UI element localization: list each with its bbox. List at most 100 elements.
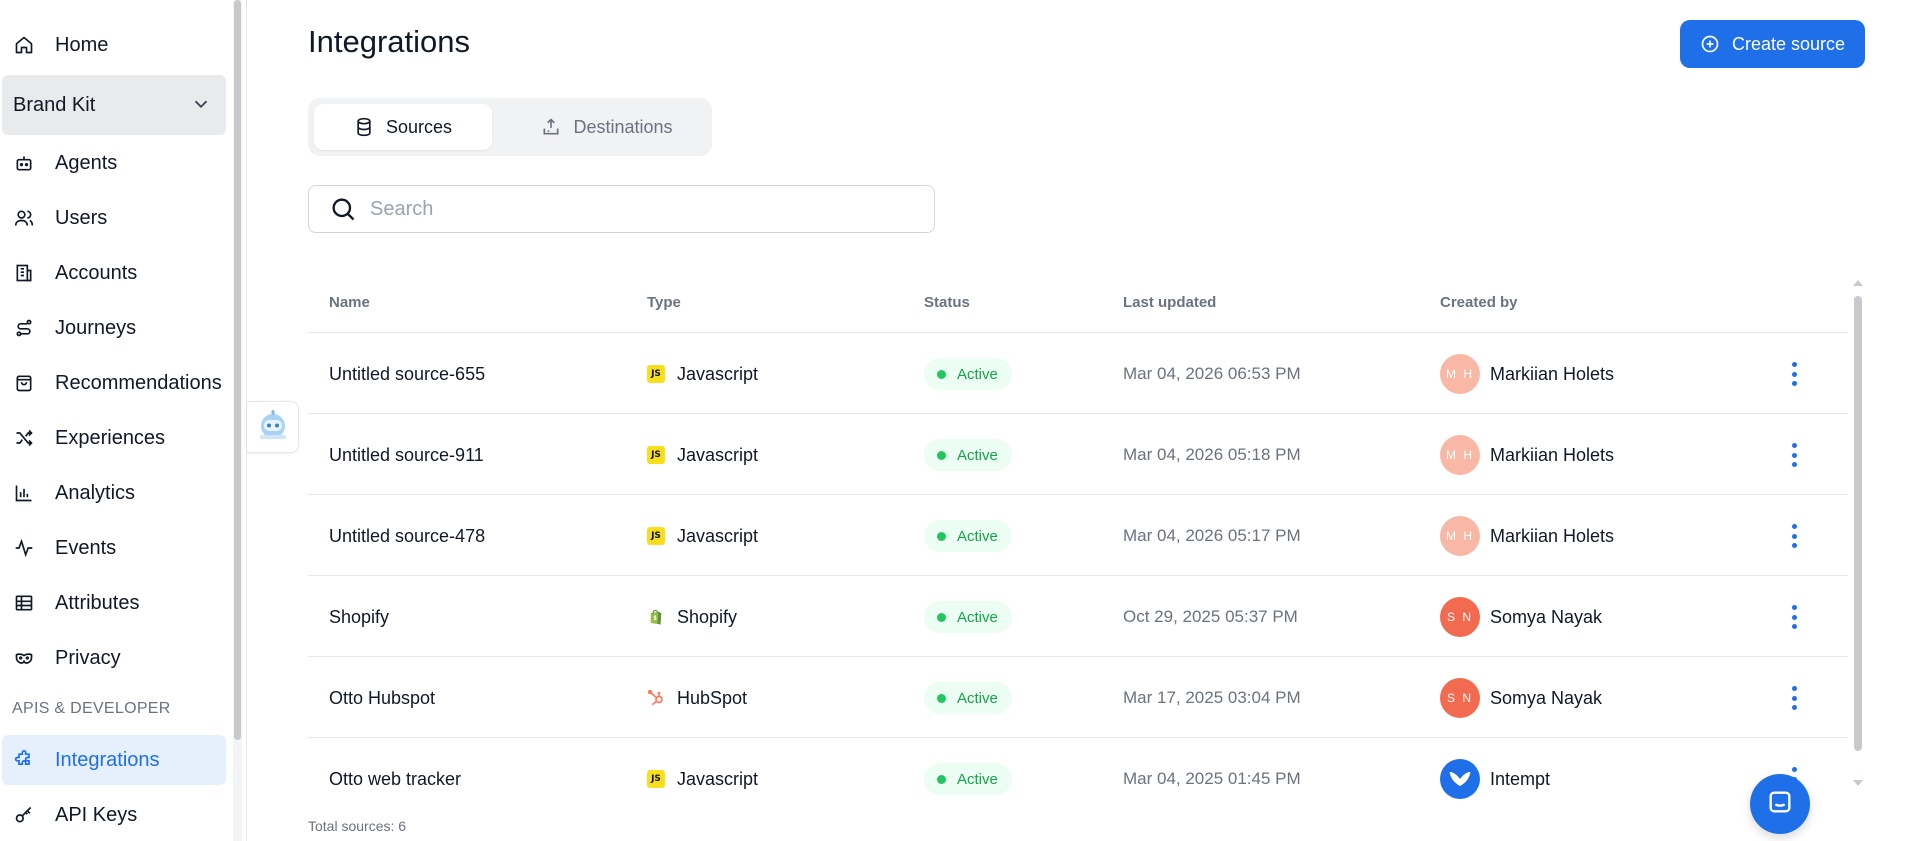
chat-widget-button[interactable]: [1750, 774, 1810, 834]
create-source-button[interactable]: Create source: [1680, 20, 1865, 68]
last-updated: Mar 04, 2026 05:17 PM: [1123, 526, 1301, 545]
last-updated: Mar 04, 2025 01:45 PM: [1123, 769, 1301, 788]
sidebar-item-label: Recommendations: [55, 371, 222, 394]
sidebar-item-users[interactable]: Users: [2, 193, 226, 243]
table-row[interactable]: Otto Hubspot HubSpot Active Mar 17, 2025…: [308, 658, 1848, 738]
source-type: JS Javascript: [647, 496, 758, 576]
table-row[interactable]: Shopify Shopify Active Oct 29, 2025 05:3…: [308, 577, 1848, 657]
source-name[interactable]: Otto web tracker: [329, 768, 462, 789]
last-updated: Oct 29, 2025 05:37 PM: [1123, 607, 1298, 626]
type-label: Javascript: [677, 363, 759, 384]
more-options-icon[interactable]: [1790, 443, 1798, 467]
table-row[interactable]: Untitled source-655 JS Javascript Active…: [308, 334, 1848, 414]
shopify-icon: [647, 608, 665, 626]
source-type: HubSpot: [647, 658, 747, 738]
source-name[interactable]: Untitled source-911: [329, 444, 484, 465]
sidebar-item-home[interactable]: Home: [2, 20, 226, 70]
home-icon: [13, 34, 35, 56]
sidebar-item-privacy[interactable]: Privacy: [2, 633, 226, 683]
chevron-down-icon: [190, 93, 212, 115]
tab-label: Sources: [385, 116, 453, 137]
tab-sources[interactable]: Sources: [314, 104, 492, 150]
sidebar-item-label: Events: [55, 536, 117, 559]
last-updated: Mar 17, 2025 03:04 PM: [1123, 688, 1301, 707]
table-row[interactable]: Otto web tracker JS Javascript Active Ma…: [308, 739, 1848, 819]
sidebar-item-recommendations[interactable]: Recommendations: [2, 358, 226, 408]
sidebar-item-label: Analytics: [55, 481, 136, 504]
robot-icon: [255, 407, 291, 448]
created-by: Intempt: [1440, 739, 1550, 819]
javascript-icon: JS: [647, 365, 665, 383]
sidebar-item-attributes[interactable]: Attributes: [2, 578, 226, 628]
status-label: Active: [957, 689, 998, 707]
sidebar-item-label: Experiences: [55, 426, 166, 449]
table-row[interactable]: Untitled source-911 JS Javascript Active…: [308, 415, 1848, 495]
status-dot-icon: [937, 531, 946, 541]
page-title: Integrations: [308, 24, 470, 59]
assistant-bot-button[interactable]: [247, 401, 299, 453]
source-name[interactable]: Untitled source-478: [329, 525, 486, 546]
tab-label: Destinations: [573, 116, 673, 137]
more-options-icon[interactable]: [1790, 686, 1798, 710]
sidebar-item-label: Integrations: [55, 748, 160, 771]
sidebar-item-label: Brand Kit: [13, 93, 96, 116]
column-header-created-by[interactable]: Created by: [1440, 294, 1518, 311]
more-options-icon[interactable]: [1790, 524, 1798, 548]
sidebar-item-brand-kit[interactable]: Brand Kit: [2, 75, 226, 135]
sidebar-nav: Home Brand Kit Agents Users Accounts: [0, 0, 232, 841]
key-icon: [13, 804, 35, 826]
sidebar-item-events[interactable]: Events: [2, 523, 226, 573]
column-header-status[interactable]: Status: [924, 294, 970, 311]
source-name[interactable]: Shopify: [329, 606, 390, 627]
status-badge: Active: [924, 601, 1012, 633]
more-options-icon[interactable]: [1790, 362, 1798, 386]
sidebar-item-analytics[interactable]: Analytics: [2, 468, 226, 518]
type-label: Javascript: [677, 768, 759, 789]
column-header-type[interactable]: Type: [647, 294, 681, 311]
search-icon: [329, 195, 357, 223]
sidebar-item-label: Home: [55, 33, 109, 56]
mask-icon: [13, 647, 35, 669]
created-by: M H Markiian Holets: [1440, 415, 1614, 495]
search-input[interactable]: [370, 197, 910, 221]
table-scrollbar-thumb[interactable]: [1854, 296, 1862, 751]
status-dot-icon: [937, 450, 946, 460]
sidebar-item-label: Journeys: [55, 316, 137, 339]
created-by: S N Somya Nayak: [1440, 577, 1602, 657]
table-scrollbar[interactable]: [1852, 278, 1864, 790]
creator-name: Markiian Holets: [1490, 363, 1615, 384]
status-badge: Active: [924, 682, 1012, 714]
column-header-last-updated[interactable]: Last updated: [1123, 294, 1217, 311]
status-dot-icon: [937, 369, 946, 379]
sidebar-scrollbar-thumb[interactable]: [234, 0, 241, 740]
sidebar-item-journeys[interactable]: Journeys: [2, 303, 226, 353]
sidebar-scrollbar[interactable]: [233, 0, 242, 841]
creator-name: Somya Nayak: [1490, 687, 1603, 708]
chat-icon: [1766, 788, 1794, 821]
source-type: JS Javascript: [647, 739, 758, 819]
creator-name: Somya Nayak: [1490, 606, 1603, 627]
scroll-down-icon[interactable]: [1853, 780, 1863, 786]
sidebar-item-experiences[interactable]: Experiences: [2, 413, 226, 463]
shuffle-icon: [13, 427, 35, 449]
sidebar-item-agents[interactable]: Agents: [2, 138, 226, 188]
created-by: M H Markiian Holets: [1440, 496, 1614, 576]
javascript-icon: JS: [647, 527, 665, 545]
source-name[interactable]: Otto Hubspot: [329, 687, 436, 708]
last-updated: Mar 04, 2026 06:53 PM: [1123, 364, 1301, 383]
more-options-icon[interactable]: [1790, 605, 1798, 629]
sidebar-item-integrations[interactable]: Integrations: [2, 735, 226, 785]
scroll-up-icon[interactable]: [1853, 280, 1863, 286]
sidebar-item-api-keys[interactable]: API Keys: [2, 790, 226, 840]
type-label: Javascript: [677, 525, 759, 546]
table-icon: [13, 592, 35, 614]
source-name[interactable]: Untitled source-655: [329, 363, 486, 384]
table-row[interactable]: Untitled source-478 JS Javascript Active…: [308, 496, 1848, 576]
tab-destinations[interactable]: Destinations: [522, 104, 692, 150]
column-header-name[interactable]: Name: [329, 294, 370, 311]
status-cell: Active: [924, 415, 1012, 495]
sidebar-item-accounts[interactable]: Accounts: [2, 248, 226, 298]
creator-name: Intempt: [1490, 768, 1551, 789]
created-by: M H Markiian Holets: [1440, 334, 1614, 414]
creator-name: Markiian Holets: [1490, 525, 1615, 546]
